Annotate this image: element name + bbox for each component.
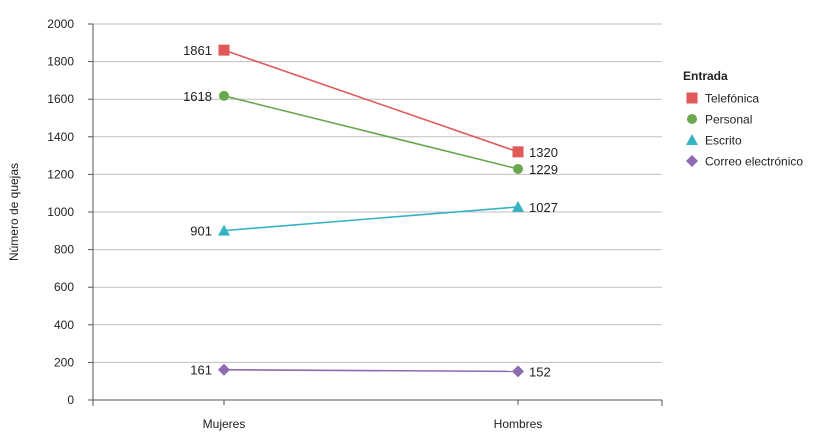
- data-label: 1861: [183, 43, 212, 58]
- series-line: [223, 368, 519, 373]
- data-label: 152: [529, 364, 551, 379]
- y-tick-label: 1800: [47, 55, 74, 69]
- y-tick-label: 1000: [47, 205, 74, 219]
- legend-item: Escrito: [686, 134, 742, 148]
- series-group: 1861 1320 1618 1229 901 1027 161 152: [183, 43, 558, 379]
- series-line: [223, 95, 519, 170]
- data-point: [219, 90, 229, 101]
- y-tick-label: 0: [67, 393, 74, 407]
- data-label: 161: [190, 363, 212, 378]
- legend-label: Escrito: [705, 134, 742, 148]
- y-tick-label: 2000: [47, 17, 74, 31]
- legend-marker: [687, 114, 697, 124]
- legend-label: Personal: [705, 113, 752, 127]
- series-line: [223, 49, 519, 153]
- legend-title: Entrada: [683, 69, 728, 83]
- series-line: [223, 206, 519, 232]
- data-label: 1618: [183, 89, 212, 104]
- data-point: [218, 224, 230, 236]
- data-point: [218, 44, 230, 56]
- legend-item: Personal: [687, 113, 752, 127]
- series-4: 161 152: [190, 363, 550, 380]
- x-tick-label: Hombres: [494, 417, 543, 431]
- data-label: 1229: [529, 162, 558, 177]
- data-label: 1027: [529, 200, 558, 215]
- y-tick-label: 400: [54, 318, 74, 332]
- legend-label: Telefónica: [705, 92, 759, 106]
- x-axis-ticks: Mujeres Hombres: [203, 400, 543, 431]
- legend-item: Telefónica: [686, 92, 759, 106]
- grid: [93, 23, 662, 363]
- y-tick-label: 200: [54, 355, 74, 369]
- legend-label: Correo electrónico: [705, 155, 803, 169]
- legend: Entrada Telefónica Personal Escrito Correo …: [683, 69, 803, 169]
- data-point: [513, 163, 523, 174]
- x-tick-label: Mujeres: [203, 417, 246, 431]
- data-point: [512, 365, 524, 378]
- y-tick-label: 1200: [47, 167, 74, 181]
- y-tick-label: 1600: [47, 92, 74, 106]
- legend-item: Correo electrónico: [686, 155, 803, 169]
- data-point: [218, 363, 230, 376]
- legend-marker: [686, 155, 698, 167]
- y-tick-label: 1400: [47, 130, 74, 144]
- y-tick-label: 600: [54, 280, 74, 294]
- legend-marker: [686, 134, 698, 145]
- axes: [92, 24, 663, 406]
- data-label: 1320: [529, 145, 558, 160]
- data-point: [512, 146, 524, 158]
- legend-marker: [686, 92, 698, 104]
- y-axis-label: Número de quejas: [7, 163, 21, 261]
- data-label: 901: [190, 224, 212, 239]
- y-axis-ticks: 0 200 400 600 800 1000 1200 1400 1600 1800 2000: [47, 17, 93, 407]
- data-point: [512, 200, 524, 212]
- series-2: 1618 1229: [183, 89, 558, 177]
- series-3: 901 1027: [190, 200, 558, 239]
- series-1: 1861 1320: [183, 43, 558, 160]
- y-tick-label: 800: [54, 243, 74, 257]
